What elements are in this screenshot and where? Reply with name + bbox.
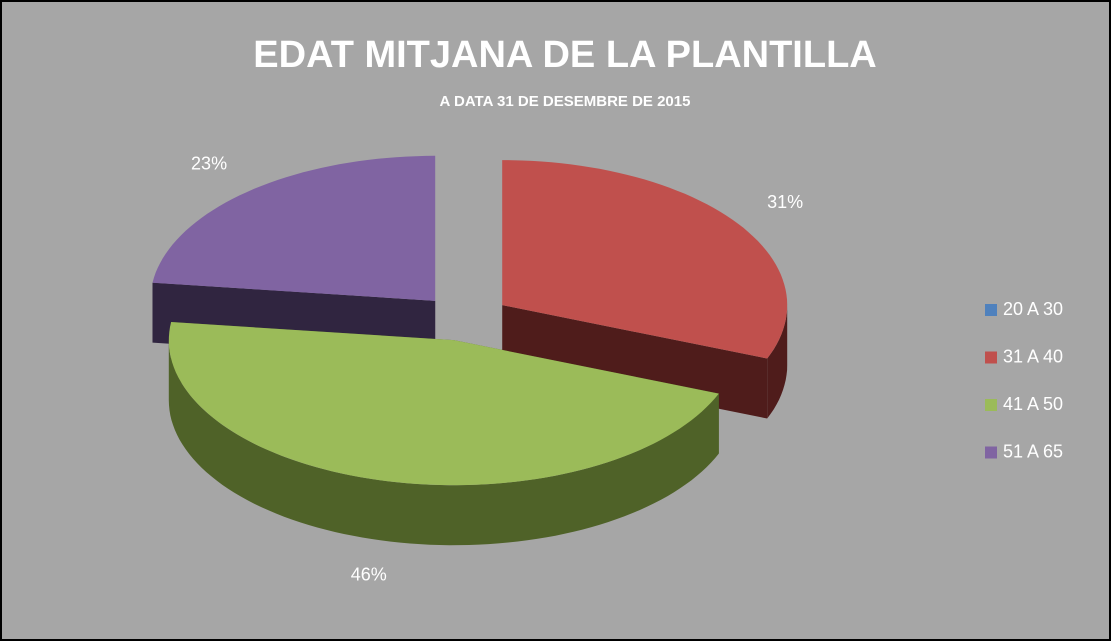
slice-side <box>168 340 719 546</box>
legend-swatch <box>985 446 997 459</box>
legend-swatch <box>985 304 997 316</box>
slice <box>168 322 719 486</box>
slice <box>502 160 788 359</box>
slice-side <box>767 305 788 419</box>
chart-subtitle: A DATA 31 DE DESEMBRE DE 2015 <box>440 93 691 110</box>
legend-label: 51 A 65 <box>1003 441 1063 461</box>
legend-swatch <box>985 399 997 411</box>
legend-swatch <box>985 351 997 364</box>
legend-label: 31 A 40 <box>1003 346 1063 366</box>
data-label: 46% <box>351 564 387 584</box>
data-label: 31% <box>767 192 803 212</box>
slice <box>152 155 436 301</box>
chart-title: EDAT MITJANA DE LA PLANTILLA <box>253 34 876 76</box>
data-label: 23% <box>191 154 227 174</box>
legend-label: 20 A 30 <box>1003 299 1063 319</box>
legend-label: 41 A 50 <box>1003 394 1063 414</box>
